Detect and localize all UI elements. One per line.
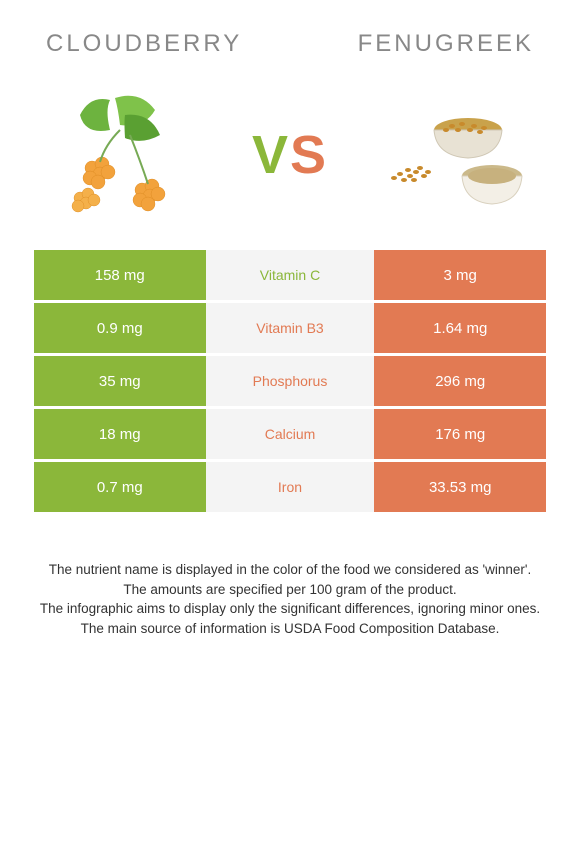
- table-row: 35 mg Phosphorus 296 mg: [34, 356, 546, 406]
- comparison-table: 158 mg Vitamin C 3 mg 0.9 mg Vitamin B3 …: [34, 250, 546, 512]
- cloudberry-image: [50, 90, 200, 220]
- vs-label: VS: [252, 124, 328, 186]
- fenugreek-image: [380, 90, 530, 220]
- table-row: 158 mg Vitamin C 3 mg: [34, 250, 546, 300]
- nutrient-name: Phosphorus: [206, 356, 375, 406]
- left-value: 0.7 mg: [34, 462, 206, 512]
- left-food-title: CLOUDBERRY: [46, 30, 242, 58]
- right-value: 33.53 mg: [374, 462, 546, 512]
- table-row: 0.9 mg Vitamin B3 1.64 mg: [34, 303, 546, 353]
- right-food-title: FENUGREEK: [358, 30, 534, 58]
- vs-s: S: [290, 125, 328, 185]
- left-value: 18 mg: [34, 409, 206, 459]
- images-row: VS: [20, 74, 560, 250]
- right-value: 176 mg: [374, 409, 546, 459]
- nutrient-name: Vitamin C: [206, 250, 375, 300]
- nutrient-name: Vitamin B3: [206, 303, 375, 353]
- vs-v: V: [252, 125, 290, 185]
- right-value: 3 mg: [374, 250, 546, 300]
- table-row: 18 mg Calcium 176 mg: [34, 409, 546, 459]
- table-row: 0.7 mg Iron 33.53 mg: [34, 462, 546, 512]
- footer-line: The nutrient name is displayed in the co…: [30, 560, 550, 580]
- right-value: 1.64 mg: [374, 303, 546, 353]
- footer-line: The infographic aims to display only the…: [30, 599, 550, 619]
- right-value: 296 mg: [374, 356, 546, 406]
- left-value: 0.9 mg: [34, 303, 206, 353]
- nutrient-name: Calcium: [206, 409, 375, 459]
- left-value: 158 mg: [34, 250, 206, 300]
- header: CLOUDBERRY FENUGREEK: [20, 30, 560, 74]
- left-value: 35 mg: [34, 356, 206, 406]
- footer-notes: The nutrient name is displayed in the co…: [20, 560, 560, 638]
- footer-line: The main source of information is USDA F…: [30, 619, 550, 639]
- footer-line: The amounts are specified per 100 gram o…: [30, 580, 550, 600]
- nutrient-name: Iron: [206, 462, 375, 512]
